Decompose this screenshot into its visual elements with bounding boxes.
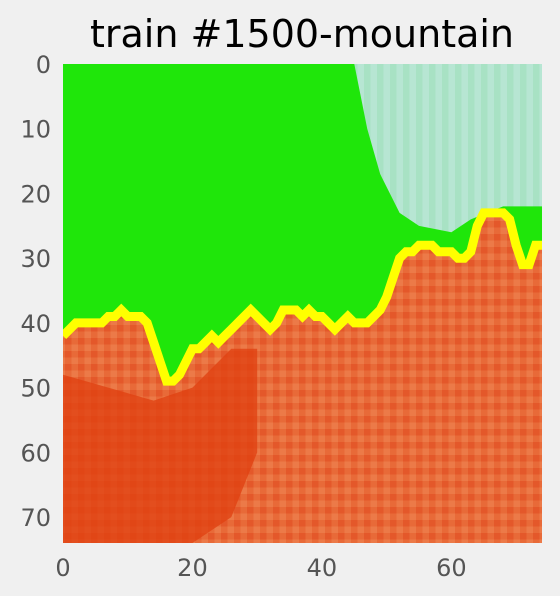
x-tick-label: 60 [436, 554, 467, 582]
plot-area [63, 64, 542, 543]
y-tick-label: 10 [20, 116, 51, 144]
y-tick-label: 50 [20, 375, 51, 403]
y-tick-label: 30 [20, 245, 51, 273]
y-tick-label: 60 [20, 439, 51, 467]
sky-pale-region [354, 64, 542, 233]
y-axis: 0 10 20 30 40 50 60 70 [20, 51, 51, 532]
y-tick-label: 0 [36, 51, 51, 79]
x-tick-label: 0 [55, 554, 70, 582]
y-tick-label: 70 [20, 504, 51, 532]
y-tick-label: 20 [20, 180, 51, 208]
y-tick-label: 40 [20, 310, 51, 338]
x-axis: 0 20 40 60 [55, 554, 466, 582]
mountain-dark-region [63, 348, 258, 543]
x-tick-label: 20 [177, 554, 208, 582]
boundary-line [63, 208, 542, 386]
x-tick-label: 40 [307, 554, 338, 582]
chart-title: train #1500-mountain [90, 12, 514, 56]
